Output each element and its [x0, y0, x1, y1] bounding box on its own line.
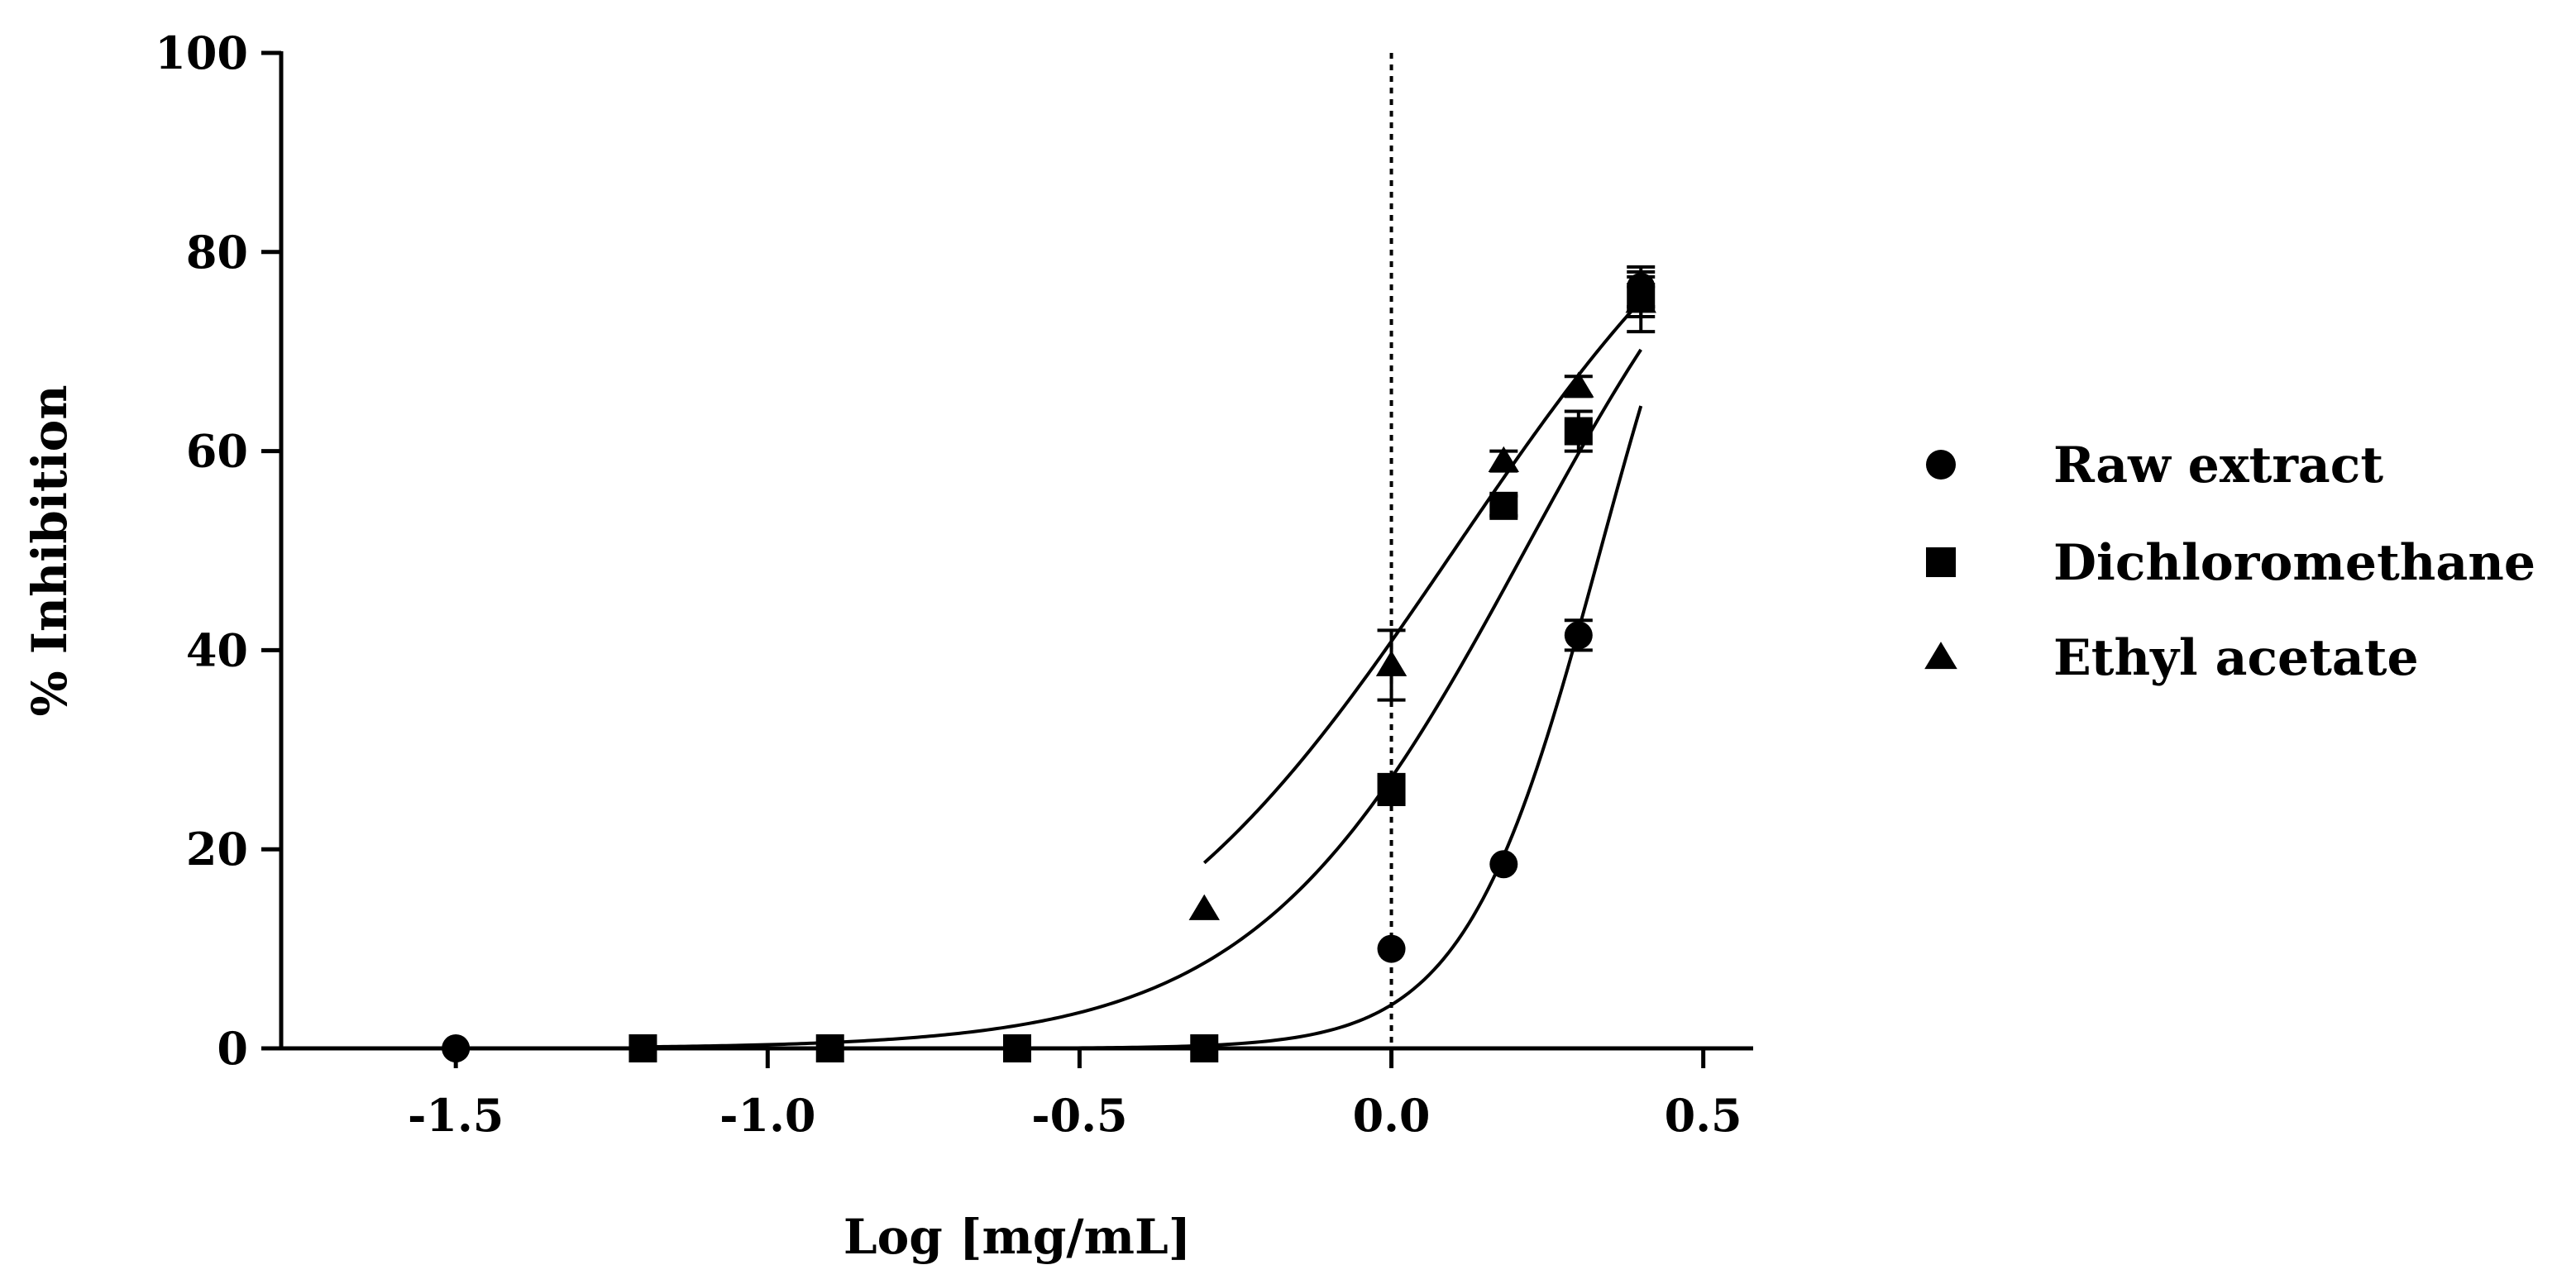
data-point-circle — [1564, 621, 1593, 650]
fit-curve-circle — [456, 405, 1643, 1050]
data-point-circle — [1489, 850, 1518, 879]
y-tick-label: 40 — [186, 623, 248, 676]
legend-item: Ethyl acetate — [1924, 629, 2419, 687]
fit-curve-triangle — [1202, 299, 1642, 865]
y-tick-label: 20 — [186, 823, 248, 876]
legend-marker-triangle — [1924, 642, 1957, 670]
data-point-triangle — [1625, 287, 1656, 313]
y-tick-label: 60 — [186, 425, 248, 478]
legend-marker-circle — [1926, 450, 1956, 480]
x-tick-label: 0.5 — [1665, 1089, 1742, 1142]
axes: 0 20 40 60 80 100 -1.5 -1.0 -0.5 0.0 0.5 Log [mg/mL… — [22, 26, 1753, 1265]
y-tick-label: 80 — [186, 226, 248, 279]
data-point-triangle — [1188, 894, 1220, 920]
x-tick-label: -0.5 — [1031, 1089, 1127, 1142]
legend-item: Raw extract — [1926, 437, 2383, 494]
data-point-triangle — [1375, 650, 1407, 676]
x-axis-title: Log [mg/mL] — [844, 1209, 1191, 1265]
plot-area — [442, 53, 1656, 1062]
data-point-circle — [1377, 934, 1406, 963]
data-point-triangle — [1563, 371, 1594, 398]
fit-curve-square — [643, 348, 1642, 1049]
x-tick-label: -1.0 — [719, 1089, 815, 1142]
y-axis-title: % Inhibition — [22, 384, 78, 716]
legend-marker-square — [1926, 547, 1956, 577]
y-tick-label: 0 — [217, 1022, 248, 1075]
legend-label: Ethyl acetate — [2053, 629, 2419, 687]
x-tick-label: 0.0 — [1353, 1089, 1431, 1142]
legend: Raw extract Dichloromethane Ethyl acetate — [1924, 437, 2535, 687]
legend-label: Dichloromethane — [2053, 534, 2535, 592]
data-point-triangle — [1488, 446, 1520, 473]
data-point-square — [1564, 417, 1593, 446]
x-tick-label: -1.5 — [408, 1089, 504, 1142]
y-tick-label: 100 — [155, 26, 248, 79]
data-point-square — [1489, 491, 1518, 520]
legend-item: Dichloromethane — [1926, 534, 2535, 592]
legend-label: Raw extract — [2053, 437, 2383, 494]
data-point-square — [1377, 775, 1406, 804]
